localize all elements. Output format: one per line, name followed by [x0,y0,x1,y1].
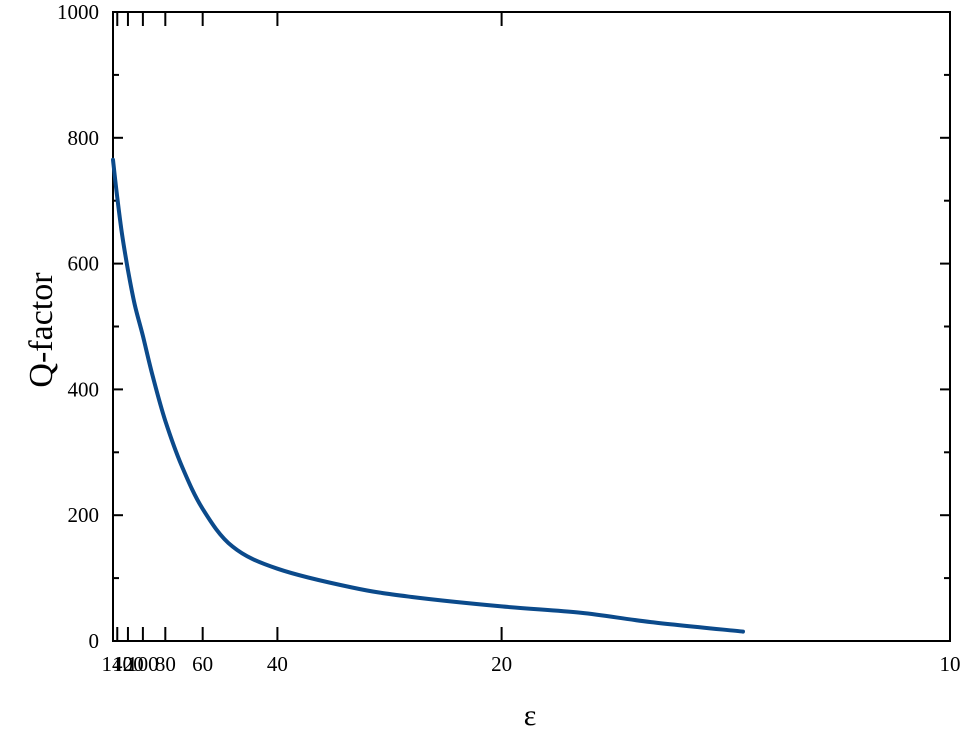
y-tick-label: 800 [68,126,100,150]
x-tick-label: 140 [102,652,134,676]
x-tick-label: 40 [267,652,288,676]
x-tick-label: 60 [192,652,213,676]
x-tick-label: 80 [155,652,176,676]
x-tick-label: 20 [491,652,512,676]
y-tick-label: 600 [68,252,100,276]
x-tick-label: 120 [112,652,144,676]
plot-frame [112,11,951,642]
x-axis-label: ε [524,699,537,732]
q-factor-line [111,157,745,634]
y-tick-label: 1000 [57,0,99,24]
x-tick-label: 100 [127,652,159,676]
y-axis-label: Q-factor [23,272,60,388]
y-tick-label: 200 [68,503,100,527]
x-tick-label: 10 [940,652,961,676]
y-tick-label: 0 [89,629,100,653]
y-tick-label: 400 [68,377,100,401]
y-axis-ticks: 0 200 400 600 800 1000 [57,0,950,653]
